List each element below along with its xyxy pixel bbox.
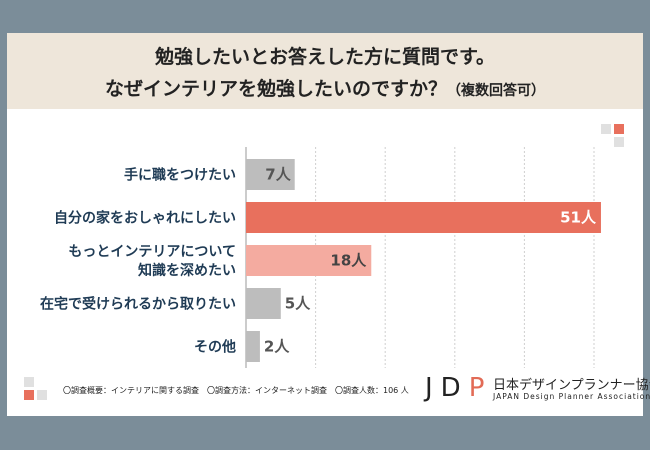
- bar: [246, 288, 281, 319]
- data-label: 18人: [330, 252, 367, 270]
- logo-d: D: [440, 373, 469, 403]
- jdp-logo-mark: JDP: [425, 373, 492, 403]
- logo-p: P: [468, 373, 493, 403]
- chart-title-main: なぜインテリアを勉強したいのですか？: [104, 78, 447, 100]
- bar: [246, 245, 372, 276]
- chart-title-line2: なぜインテリアを勉強したいのですか？（複数回答可）: [7, 74, 643, 101]
- deco-square: [24, 377, 34, 387]
- data-label: 2人: [264, 338, 290, 356]
- category-label: 在宅で受けられるから取りたい: [40, 296, 236, 313]
- deco-square: [37, 390, 47, 400]
- logo-name-jp: 日本デザインプランナー協会: [493, 378, 650, 393]
- bar: [246, 202, 601, 233]
- chart-card: 勉強したいとお答えした方に質問です。 なぜインテリアを勉強したいのですか？（複数…: [7, 33, 650, 416]
- category-label: もっとインテリアについて: [68, 244, 236, 260]
- category-label: 知識を深めたい: [138, 262, 236, 279]
- chart-title-line1: 勉強したいとお答えした方に質問です。: [154, 46, 496, 68]
- data-label: 5人: [285, 295, 311, 313]
- chart-header: 勉強したいとお答えした方に質問です。 なぜインテリアを勉強したいのですか？（複数…: [7, 33, 643, 109]
- category-label: その他: [194, 339, 236, 356]
- deco-square: [601, 124, 611, 134]
- survey-note: 〇調査概要：インテリアに関する調査 〇調査方法：インターネット調査 〇調査人数：…: [63, 386, 409, 395]
- deco-square: [614, 124, 624, 134]
- data-label: 7人: [265, 166, 291, 184]
- bar: [246, 331, 260, 362]
- deco-square: [614, 137, 624, 147]
- category-label: 自分の家をおしゃれにしたい: [54, 210, 236, 227]
- logo-name-en: JAPAN Design Planner Association: [493, 392, 650, 401]
- category-label: 手に職をつけたい: [124, 167, 236, 184]
- chart-title-sub: （複数回答可）: [447, 83, 545, 99]
- logo-j: J: [425, 373, 441, 403]
- data-label: 51人: [560, 209, 597, 227]
- bar-chart: 7人 手に職をつけたい 51人 自分の家をおしゃれにしたい 18人 もっとインテリアについ…: [40, 147, 601, 368]
- deco-square: [24, 390, 34, 400]
- bar: [246, 159, 295, 190]
